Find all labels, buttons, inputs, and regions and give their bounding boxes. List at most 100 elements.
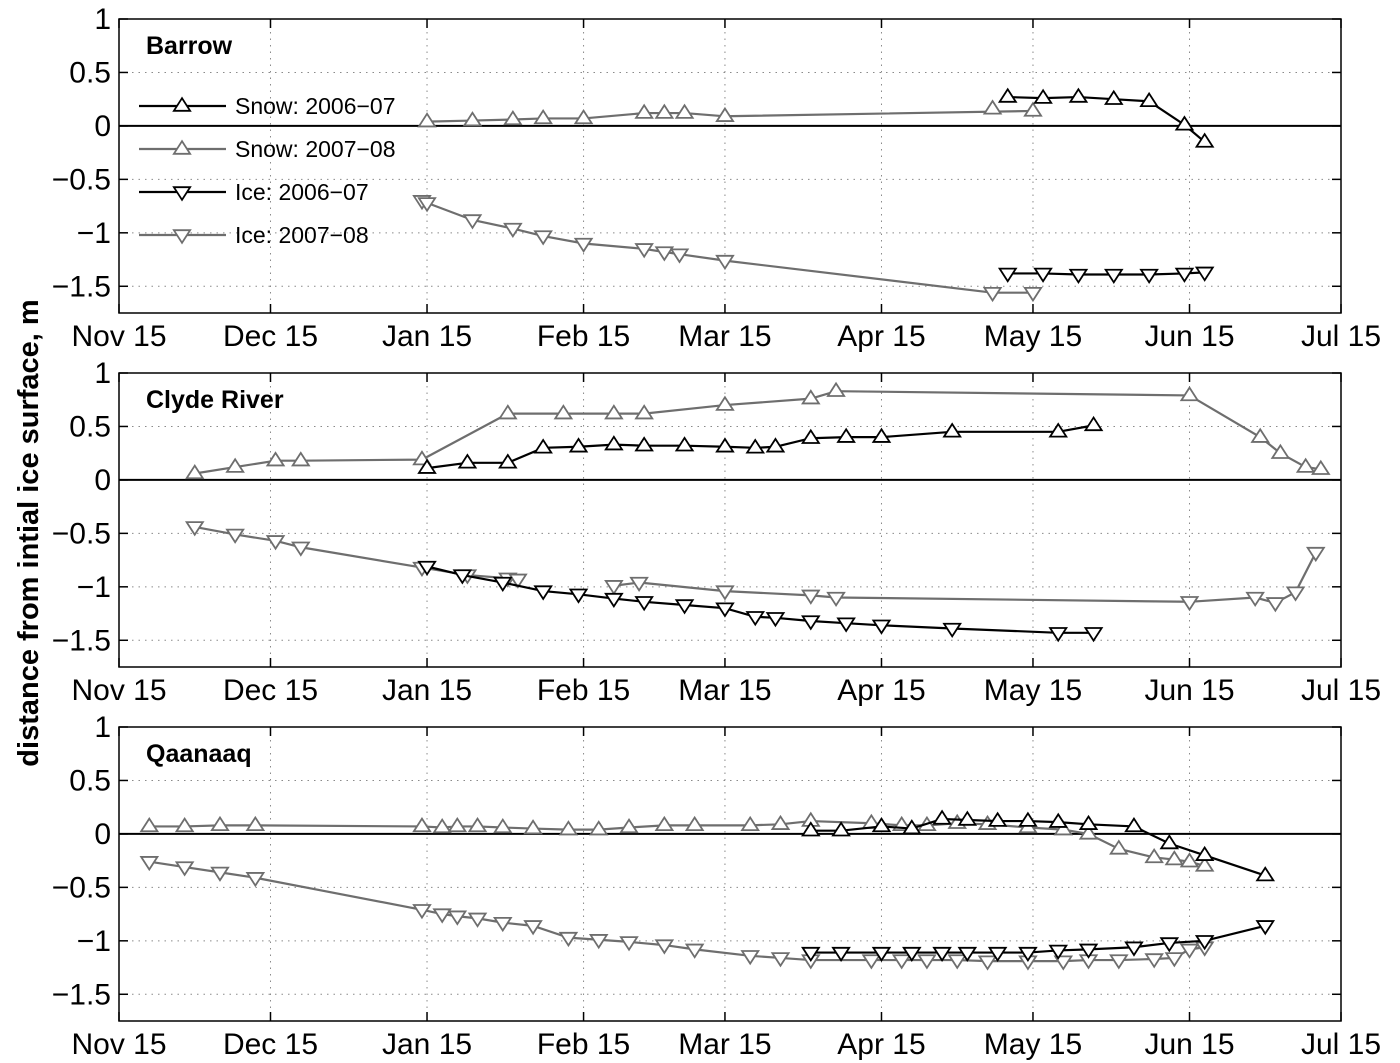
data-point	[412, 816, 432, 833]
data-point	[1078, 814, 1099, 830]
data-point	[1033, 267, 1053, 283]
data-point	[1124, 941, 1144, 957]
data-point	[957, 810, 978, 826]
data-point	[1144, 953, 1164, 969]
data-point	[447, 910, 468, 926]
data-point	[508, 573, 528, 589]
data-point	[462, 214, 483, 230]
grid	[118, 372, 1342, 667]
data-point	[1270, 443, 1291, 459]
data-point	[801, 946, 821, 963]
data-point	[139, 856, 160, 872]
data-point	[291, 451, 311, 467]
data-point	[225, 457, 245, 473]
data-point	[417, 112, 437, 128]
data-point	[1245, 591, 1265, 607]
data-point	[801, 389, 821, 405]
data-point	[492, 576, 513, 593]
series-ice-2007-08	[139, 856, 1215, 971]
data-point	[1179, 852, 1200, 868]
x-tick-label: Feb 15	[537, 674, 630, 707]
data-point	[1103, 89, 1124, 105]
data-point	[740, 950, 760, 966]
legend-label: Snow: 2006−07	[235, 93, 396, 119]
data-point	[1295, 457, 1316, 473]
y-tick-label: −0.5	[52, 871, 111, 904]
data-point	[674, 436, 695, 452]
data-point	[1053, 820, 1074, 836]
data-point	[765, 437, 786, 453]
series-snow-2006-07	[801, 809, 1276, 882]
x-tick-label: Jun 15	[1144, 320, 1234, 353]
data-point	[533, 438, 553, 454]
data-point	[467, 816, 488, 833]
x-tick-label: May 15	[984, 674, 1082, 707]
data-point	[982, 286, 1003, 303]
legend-marker	[172, 139, 192, 155]
data-point	[462, 111, 483, 127]
data-point	[715, 437, 735, 453]
data-point	[1124, 816, 1144, 833]
data-point	[1053, 955, 1074, 971]
legend-label: Snow: 2007−08	[235, 136, 396, 162]
data-point	[745, 438, 766, 454]
data-point	[498, 453, 518, 469]
series-snow-2007-08	[184, 381, 1331, 480]
x-tick-label: Jun 15	[1144, 674, 1234, 707]
data-point	[1194, 132, 1215, 148]
series-line	[194, 390, 1321, 475]
data-point	[634, 596, 654, 612]
data-point	[533, 230, 553, 246]
data-point	[503, 222, 523, 239]
x-tick-label: May 15	[984, 320, 1082, 353]
panel-clyde-river: Nov 15 Dec 15 Jan 15 Feb 15 Mar 15 Apr 15 May …	[52, 357, 1381, 707]
y-tick-label: −0.5	[52, 163, 111, 196]
data-point	[1305, 546, 1326, 563]
data-point	[1048, 944, 1068, 960]
data-point	[1048, 627, 1068, 643]
data-point	[447, 816, 468, 833]
legend-label: Ice: 2007−08	[235, 222, 369, 248]
data-point	[457, 453, 478, 469]
legend: Snow: 2006−07 Snow: 2007−08 Ice: 2006−07 Ic…	[139, 93, 396, 248]
series-snow-2007-08	[982, 99, 1003, 115]
y-axis-label: distance from intial ice surface, m	[13, 299, 45, 766]
data-point	[604, 592, 624, 609]
data-point	[715, 395, 735, 411]
data-point	[553, 404, 574, 420]
data-point	[1048, 422, 1068, 438]
y-tick-label: −1	[77, 925, 111, 958]
axes-frame	[118, 372, 1342, 668]
data-point	[1194, 935, 1215, 951]
data-point	[684, 943, 705, 959]
y-tick-label: −1	[77, 571, 111, 604]
data-point	[684, 815, 705, 832]
x-tick-label: Apr 15	[837, 674, 925, 707]
data-point	[568, 437, 589, 453]
x-tick-label: Mar 15	[678, 320, 771, 353]
data-point	[1068, 87, 1089, 103]
data-point	[604, 404, 624, 420]
x-tick-label: Dec 15	[223, 1028, 318, 1061]
panel-barrow: Nov 15 Dec 15 Jan 15 Feb 15 Mar 15 Apr 15 May …	[52, 3, 1381, 353]
data-point	[740, 815, 760, 832]
data-point	[184, 464, 205, 480]
x-tick-label: Apr 15	[837, 1028, 925, 1061]
data-point	[568, 588, 589, 604]
data-point	[861, 954, 882, 970]
y-tick-label: 1	[94, 711, 111, 744]
series-line	[426, 109, 1033, 123]
y-tick-label: 1	[94, 357, 111, 390]
data-point	[634, 243, 654, 259]
data-point	[997, 267, 1018, 283]
x-tick-label: Jan 15	[382, 674, 472, 707]
x-tick-label: Mar 15	[678, 674, 771, 707]
x-tick-label: May 15	[984, 1028, 1082, 1061]
series-snow-2006-07	[997, 87, 1215, 148]
data-point	[836, 617, 856, 633]
data-point	[245, 815, 266, 832]
data-point	[467, 912, 488, 928]
y-tick-label: 0.5	[69, 410, 111, 443]
data-point	[558, 820, 579, 836]
